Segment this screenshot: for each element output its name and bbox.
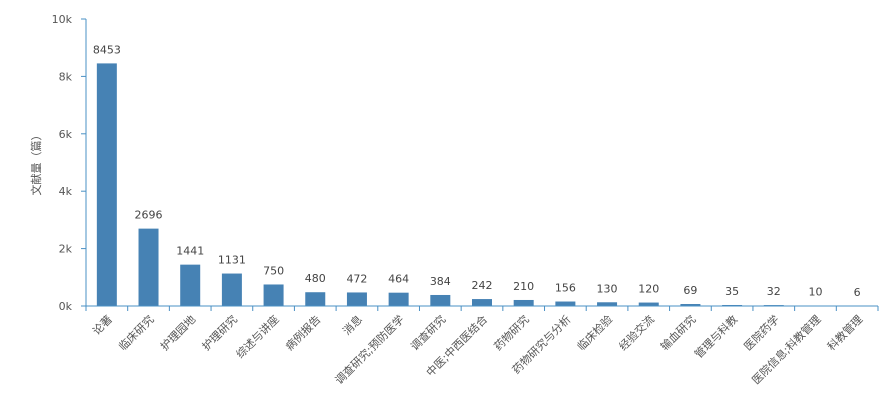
bar[interactable] [555,301,576,306]
x-tick-label: 药物研究 [491,312,532,353]
y-axis: 0k 2k 4k 6k 8k 10k [52,13,87,313]
bar-value-label: 480 [305,272,326,285]
bar-value-label: 242 [472,279,493,292]
bar-value-label: 472 [346,272,367,285]
y-tick-label: 6k [59,128,73,141]
bars [96,63,868,307]
bar-value-label: 35 [725,285,739,298]
x-tick-label: 论著 [90,312,115,337]
y-tick-label: 10k [52,13,73,26]
bar-value-label: 6 [854,286,861,299]
x-tick-label: 医院信息;科教管理 [749,312,824,387]
bar-value-label: 2696 [135,209,163,222]
y-tick-label: 4k [59,185,73,198]
bar[interactable] [472,299,492,306]
y-tick-label: 2k [59,243,73,256]
y-tick-label: 0k [59,300,73,313]
x-tick-label: 综述与讲座 [233,312,282,361]
bar[interactable] [638,302,659,306]
x-tick-label: 护理园地 [157,312,198,353]
bar-value-label: 464 [388,273,409,286]
bar-value-label: 69 [683,284,697,297]
x-tick-label: 调查研究;预防医学 [332,312,407,387]
x-tick-label: 管理与科教 [691,312,740,361]
x-tick-label: 调查研究 [407,312,448,353]
x-tick-label: 护理研究 [199,312,240,353]
bar[interactable] [180,264,201,306]
x-tick-label: 临床检验 [574,312,615,353]
bar[interactable] [680,304,701,306]
x-tick-label: 医院药学 [741,312,782,353]
bar-value-label: 156 [555,282,576,295]
bar-value-label: 1131 [218,254,246,267]
bar-value-label: 120 [638,283,659,296]
bar[interactable] [221,273,242,306]
bar[interactable] [513,299,534,306]
bar[interactable] [597,302,618,306]
bar-value-label: 130 [597,282,618,295]
bar-value-label: 1441 [176,245,204,258]
bar[interactable] [263,284,284,306]
bar-value-label: 32 [767,285,781,298]
bar[interactable] [138,228,159,306]
bar-value-label: 750 [263,264,284,277]
x-tick-label: 经验交流 [616,312,657,353]
bar[interactable] [388,292,409,306]
x-tick-label: 输血研究 [658,312,699,353]
value-labels: 8453 2696 1441 1131 750 480 472 464 384 242 210 156… [93,43,861,298]
y-axis-title: 文献量（篇） [29,130,43,196]
bar-value-label: 210 [513,280,534,293]
bar[interactable] [96,63,117,307]
bar[interactable] [430,294,451,306]
bar-value-label: 384 [430,275,451,288]
bar[interactable] [722,304,743,306]
bar[interactable] [346,292,367,306]
x-tick-label: 临床研究 [116,312,157,353]
x-tick-label: 科教管理 [824,312,865,353]
x-tick-label: 消息 [340,312,365,337]
bar[interactable] [305,292,326,306]
x-tick-label: 病例报告 [282,312,323,353]
bar-value-label: 8453 [93,43,121,56]
bar-value-label: 10 [808,286,822,299]
y-tick-label: 8k [59,70,73,83]
